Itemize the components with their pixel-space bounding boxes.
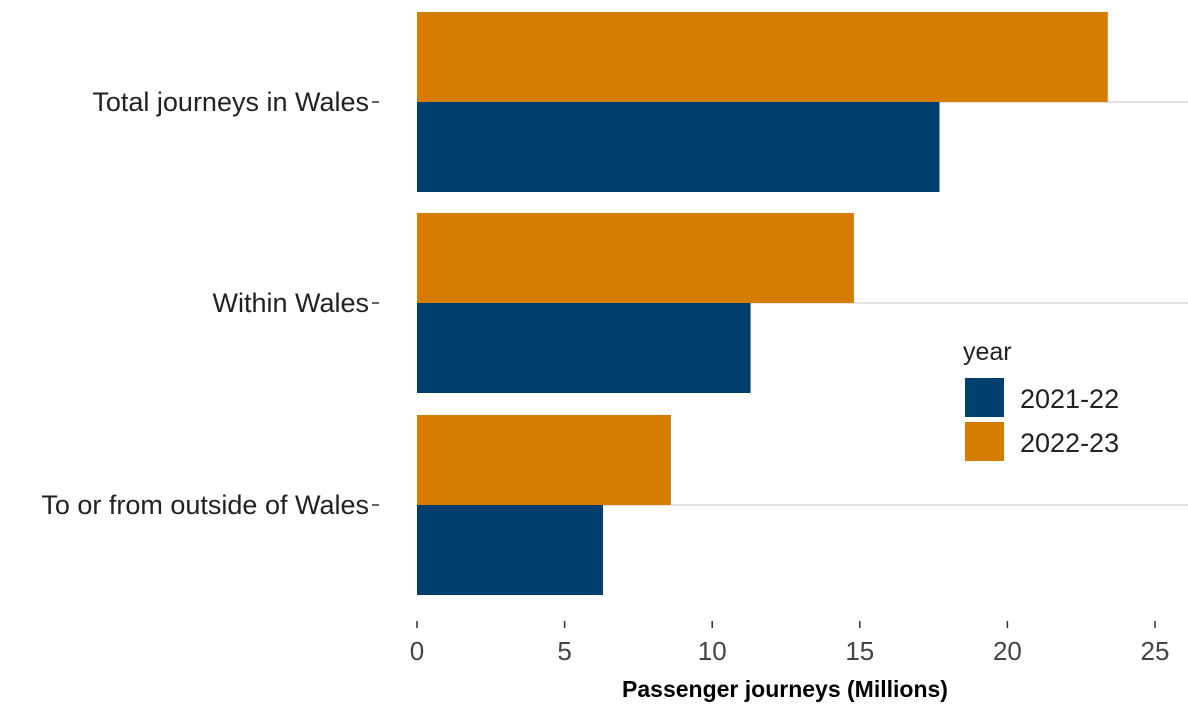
y-tick-label-total-journeys-in-wales: Total journeys in Wales — [92, 87, 369, 117]
x-axis: 0 5 10 15 20 25 — [410, 621, 1170, 666]
bar-within-wales-2022-23 — [417, 213, 854, 303]
bar-total-journeys-in-wales-2022-23 — [417, 12, 1108, 102]
legend-title: year — [963, 338, 1012, 366]
x-tick-label-0: 0 — [410, 636, 424, 666]
bar-within-wales-2021-22 — [417, 303, 751, 393]
x-axis-title: Passenger journeys (Millions) — [622, 676, 948, 702]
bar-total-journeys-in-wales-2021-22 — [417, 102, 940, 192]
x-tick-label-10: 10 — [698, 636, 727, 666]
y-axis: Total journeys in Wales Within Wales To or… — [41, 87, 379, 520]
y-tick-label-within-wales: Within Wales — [212, 288, 369, 318]
bar-to-or-from-outside-of-wales-2021-22 — [417, 505, 603, 595]
bar-to-or-from-outside-of-wales-2022-23 — [417, 415, 671, 505]
legend-swatch-2022-23 — [965, 422, 1004, 461]
bars — [417, 12, 1108, 595]
legend-swatch-2021-22 — [965, 378, 1004, 417]
x-tick-label-25: 25 — [1141, 636, 1170, 666]
x-tick-label-5: 5 — [557, 636, 571, 666]
x-tick-label-15: 15 — [845, 636, 874, 666]
y-tick-label-to-or-from-outside-of-wales: To or from outside of Wales — [41, 490, 369, 520]
legend-label-2022-23: 2022-23 — [1020, 428, 1119, 458]
legend-label-2021-22: 2021-22 — [1020, 384, 1119, 414]
x-tick-label-20: 20 — [993, 636, 1022, 666]
legend: year 2021-22 2022-23 — [963, 338, 1119, 461]
